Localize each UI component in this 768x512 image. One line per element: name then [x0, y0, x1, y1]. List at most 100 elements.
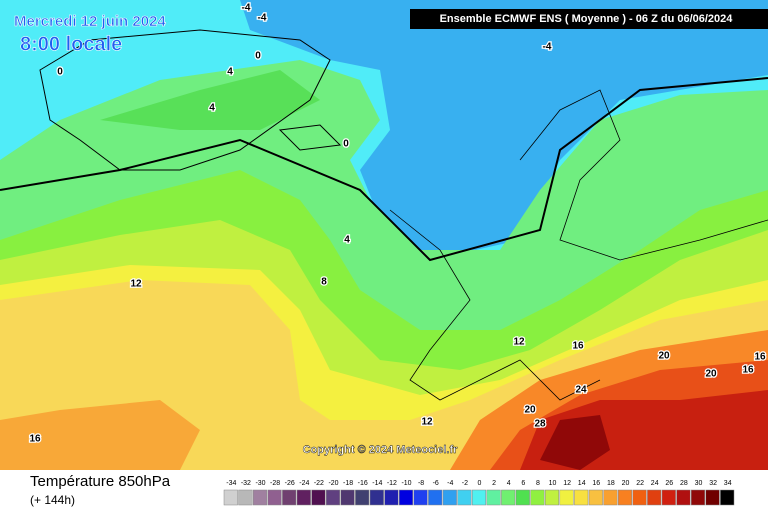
- legend-tick: 30: [695, 480, 703, 487]
- legend-swatch: [267, 489, 282, 506]
- legend-tick: -22: [314, 480, 324, 487]
- legend-swatch: [457, 489, 472, 506]
- contour-label: 8: [321, 277, 327, 288]
- legend-tick: 10: [549, 480, 557, 487]
- legend-tick: 24: [651, 480, 659, 487]
- legend-swatch: [574, 489, 589, 506]
- contour-label: 12: [513, 337, 525, 348]
- legend-swatch: [282, 489, 297, 506]
- map: [0, 0, 768, 470]
- contour-label: 4: [227, 67, 233, 78]
- legend-swatch: [471, 489, 487, 506]
- legend-swatch: [325, 489, 341, 506]
- contour-label: 12: [421, 417, 433, 428]
- footer-title: Température 850hPa: [30, 473, 171, 490]
- legend-swatch: [544, 489, 560, 506]
- legend-swatch: [603, 489, 618, 506]
- legend-tick: -2: [462, 480, 468, 487]
- legend-tick: 14: [578, 480, 586, 487]
- contour-label: 0: [57, 67, 63, 78]
- legend-swatch: [223, 489, 238, 506]
- contour-label: 16: [742, 365, 754, 376]
- contour-label: -4: [242, 3, 251, 14]
- contour-label: 4: [344, 235, 350, 246]
- legend-swatch: [647, 489, 662, 506]
- forecast-date: Mercredi 12 juin 2024: [14, 13, 166, 30]
- legend-tick: -24: [299, 480, 309, 487]
- legend-tick: 0: [478, 480, 482, 487]
- model-banner: [410, 9, 768, 29]
- model-info: Ensemble ECMWF ENS ( Moyenne ) - 06 Z du…: [440, 13, 734, 25]
- legend-tick: -28: [270, 480, 280, 487]
- legend-swatch: [617, 489, 633, 506]
- legend-tick: 4: [507, 480, 511, 487]
- legend-swatch: [369, 489, 384, 506]
- contour-label: 20: [524, 405, 536, 416]
- legend-tick: -8: [418, 480, 424, 487]
- legend-swatch: [661, 489, 676, 506]
- legend-swatch: [530, 489, 545, 506]
- legend-tick: 18: [607, 480, 615, 487]
- legend-swatch: [442, 489, 457, 506]
- contour-label: 28: [534, 419, 546, 430]
- legend-swatch: [720, 489, 735, 506]
- legend-tick: -34: [226, 480, 236, 487]
- contour-label: 16: [754, 352, 766, 363]
- contour-label: -4: [543, 42, 552, 53]
- legend-tick: 16: [592, 480, 600, 487]
- legend-tick: -30: [255, 480, 265, 487]
- legend-tick: -32: [241, 480, 251, 487]
- contour-label: 4: [209, 103, 215, 114]
- footer-lead: (+ 144h): [30, 493, 75, 507]
- contour-label: 16: [29, 434, 41, 445]
- legend-swatch: [632, 489, 647, 506]
- legend-swatch: [398, 489, 414, 506]
- legend-tick: 26: [665, 480, 673, 487]
- legend-tick: 28: [680, 480, 688, 487]
- legend-swatch: [238, 489, 253, 506]
- contour-label: 0: [343, 139, 349, 150]
- legend-tick: -20: [328, 480, 338, 487]
- legend-swatch: [515, 489, 530, 506]
- legend-tick: 22: [636, 480, 644, 487]
- legend-tick: -6: [433, 480, 439, 487]
- legend-tick: -14: [372, 480, 382, 487]
- contour-label: 16: [572, 341, 584, 352]
- legend-tick: 20: [622, 480, 630, 487]
- legend-swatch: [311, 489, 326, 506]
- legend-swatch: [296, 489, 311, 506]
- legend-swatch: [340, 489, 355, 506]
- legend-swatch: [355, 489, 370, 506]
- legend-tick: -18: [343, 480, 353, 487]
- copyright: Copyright © 2024 Meteociel.fr: [303, 444, 459, 456]
- legend-tick: 32: [709, 480, 717, 487]
- legend-tick: -4: [447, 480, 453, 487]
- contour-label: -4: [258, 13, 267, 24]
- legend-tick: 2: [492, 480, 496, 487]
- contour-label: 12: [130, 279, 142, 290]
- legend-swatch: [705, 489, 720, 506]
- legend-swatch: [486, 489, 501, 506]
- contour-label: 20: [705, 369, 717, 380]
- legend-tick: 6: [521, 480, 525, 487]
- legend-tick: 12: [563, 480, 571, 487]
- legend-tick: -16: [358, 480, 368, 487]
- legend-tick: -10: [401, 480, 411, 487]
- legend-swatch: [676, 489, 691, 506]
- contour-label: 0: [255, 51, 261, 62]
- legend-swatch: [384, 489, 399, 506]
- legend-swatch: [588, 489, 603, 506]
- legend-swatch: [559, 489, 574, 506]
- legend-swatch: [501, 489, 516, 506]
- legend-swatch: [252, 489, 268, 506]
- legend-swatch: [690, 489, 706, 506]
- legend-swatch: [413, 489, 428, 506]
- legend-tick: 34: [724, 480, 732, 487]
- forecast-time: 8:00 locale: [20, 33, 122, 55]
- legend-tick: -12: [387, 480, 397, 487]
- legend-tick: -26: [285, 480, 295, 487]
- contour-label: 20: [658, 351, 670, 362]
- legend-swatch: [428, 489, 443, 506]
- contour-label: 24: [575, 385, 587, 396]
